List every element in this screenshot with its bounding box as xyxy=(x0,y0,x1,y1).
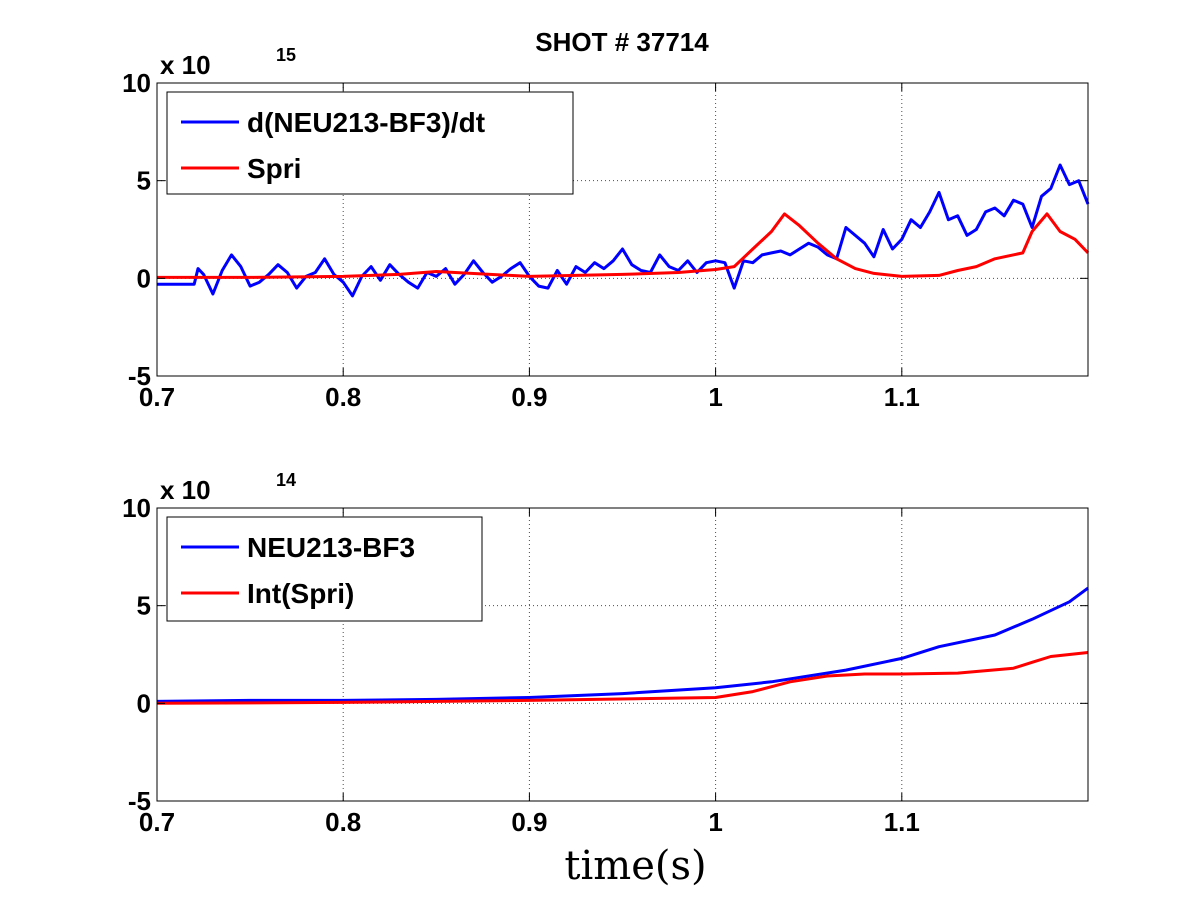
x-tick-label: 1.1 xyxy=(884,382,920,412)
x-tick-label: 0.9 xyxy=(511,382,547,412)
y-tick-label: 5 xyxy=(137,166,151,196)
figure-title: SHOT # 37714 xyxy=(535,27,709,57)
y-exponent-power: 15 xyxy=(276,45,296,65)
series-line-1 xyxy=(156,586,1089,703)
y-exponent-power: 14 xyxy=(276,470,296,490)
legend-label-2: Spri xyxy=(247,153,301,184)
y-tick-label: 5 xyxy=(137,591,151,621)
x-tick-label: 1 xyxy=(708,382,722,412)
x-tick-label: 0.9 xyxy=(511,807,547,837)
bottom-plot: 0.7 0.8 0.9 1 1.1 -5 0 5 10 x 10 14 time(s) NEU213-B… xyxy=(122,470,1089,889)
legend-label-1: d(NEU213-BF3)/dt xyxy=(247,107,485,138)
top-plot: 0.7 0.8 0.9 1 1.1 -5 0 5 10 x 10 15 d(NEU213-BF3)/d… xyxy=(122,45,1090,412)
y-exponent-label: x 10 xyxy=(160,475,211,505)
axes-frame xyxy=(156,82,1089,377)
y-tick-label: 0 xyxy=(137,263,151,293)
series-line-2 xyxy=(157,212,1090,279)
axes-frame xyxy=(156,507,1089,802)
y-tick-label: -5 xyxy=(128,786,151,816)
legend-label-1: NEU213-BF3 xyxy=(247,532,415,563)
x-tick-label: 0.7 xyxy=(139,382,175,412)
legend-box xyxy=(166,516,483,622)
x-tick-label: 0.8 xyxy=(325,807,361,837)
legend-label-2: Int(Spri) xyxy=(247,578,354,609)
legend-box xyxy=(166,91,574,195)
x-tick-label: 0.8 xyxy=(325,382,361,412)
y-tick-label: 10 xyxy=(122,493,151,523)
x-tick-label: 0.7 xyxy=(139,807,175,837)
y-exponent-label: x 10 xyxy=(160,50,211,80)
x-tick-label: 1 xyxy=(708,807,722,837)
x-axis-label: time(s) xyxy=(564,843,706,889)
x-tick-label: 1.1 xyxy=(884,807,920,837)
y-tick-label: 10 xyxy=(122,68,151,98)
y-tick-label: -5 xyxy=(128,361,151,391)
y-tick-label: 0 xyxy=(137,688,151,718)
series-line-1 xyxy=(157,163,1090,298)
series-line-2 xyxy=(156,651,1089,705)
